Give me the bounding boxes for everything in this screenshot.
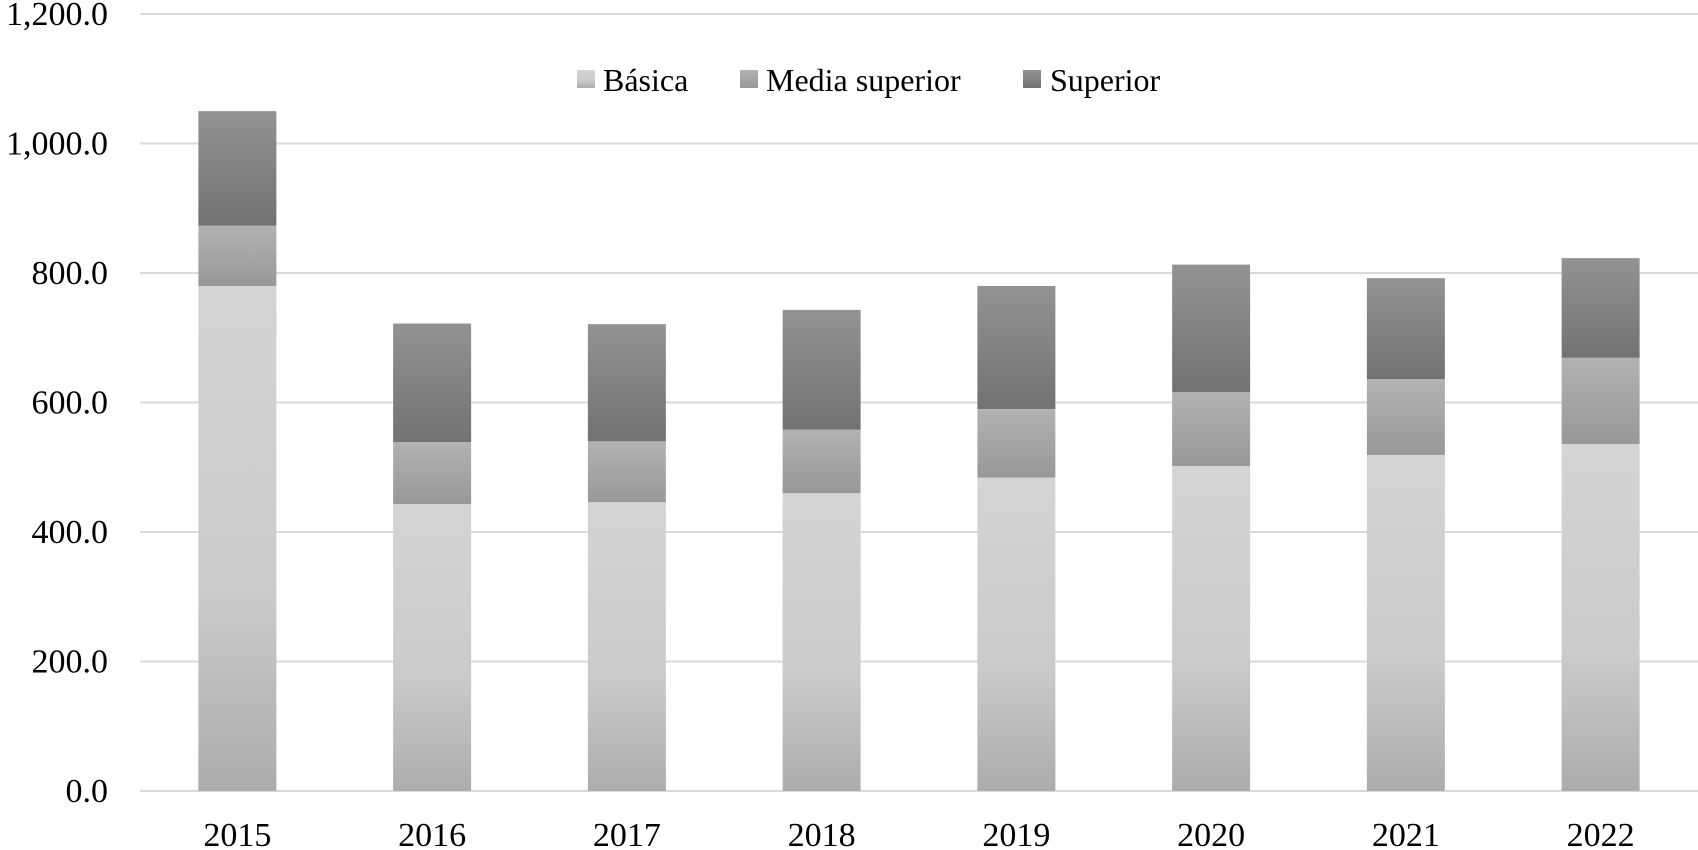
legend-swatch-b-sica	[577, 70, 595, 88]
bar-segment-b-sica-2018	[782, 493, 861, 791]
bar-segment-superior-2020	[1172, 264, 1251, 393]
x-tick-label: 2019	[982, 817, 1050, 850]
x-tick-label: 2015	[203, 817, 271, 850]
bar-segment-media-superior-2020	[1172, 392, 1251, 466]
y-tick-label: 200.0	[32, 644, 109, 681]
y-tick-label: 1,000.0	[6, 126, 108, 163]
bar-segment-superior-2017	[587, 324, 666, 442]
gridlines	[140, 13, 1698, 792]
bar-segment-b-sica-2021	[1366, 454, 1445, 791]
legend-swatch-media-superior	[740, 70, 758, 88]
bar-segment-media-superior-2015	[198, 225, 277, 286]
bar-segment-b-sica-2017	[587, 502, 666, 791]
bars	[198, 111, 1640, 791]
bar-segment-media-superior-2019	[977, 408, 1056, 478]
bar-segment-superior-2015	[198, 111, 277, 226]
bar-segment-b-sica-2016	[393, 504, 472, 791]
bar-segment-media-superior-2017	[587, 441, 666, 503]
y-tick-label: 600.0	[32, 385, 109, 422]
legend-label: Superior	[1050, 62, 1161, 98]
bar-segment-superior-2018	[782, 309, 861, 430]
x-tick-label: 2018	[788, 817, 856, 850]
x-tick-label: 2016	[398, 817, 466, 850]
bar-segment-media-superior-2018	[782, 429, 861, 494]
bar-segment-superior-2016	[393, 323, 472, 442]
bar-segment-superior-2019	[977, 285, 1056, 409]
bar-segment-media-superior-2022	[1561, 357, 1640, 444]
bar-segment-b-sica-2022	[1561, 443, 1640, 791]
x-tick-label: 2021	[1372, 817, 1440, 850]
bar-segment-b-sica-2020	[1172, 465, 1251, 791]
x-tick-label: 2020	[1177, 817, 1245, 850]
legend: Básica Media superior Superior	[577, 62, 1161, 98]
bar-segment-media-superior-2021	[1366, 379, 1445, 455]
y-tick-label: 400.0	[32, 514, 109, 551]
y-axis-tick-labels: 0.0 200.0 400.0 600.0 800.0 1,000.0 1,200.0	[6, 0, 108, 810]
y-tick-label: 0.0	[66, 773, 109, 810]
x-tick-label: 2017	[593, 817, 661, 850]
bar-segment-b-sica-2019	[977, 477, 1056, 791]
y-tick-label: 800.0	[32, 255, 109, 292]
bar-segment-media-superior-2016	[393, 441, 472, 505]
legend-label: Media superior	[766, 62, 961, 98]
bar-segment-superior-2022	[1561, 258, 1640, 358]
legend-label: Básica	[603, 62, 688, 98]
y-tick-label: 1,200.0	[6, 0, 108, 33]
legend-swatch-superior	[1023, 70, 1041, 88]
bar-segment-superior-2021	[1366, 278, 1445, 380]
bar-segment-b-sica-2015	[198, 285, 277, 791]
x-axis-tick-labels: 2015 2016 2017 2018 2019 2020 2021 2022	[203, 817, 1634, 850]
x-tick-label: 2022	[1567, 817, 1635, 850]
